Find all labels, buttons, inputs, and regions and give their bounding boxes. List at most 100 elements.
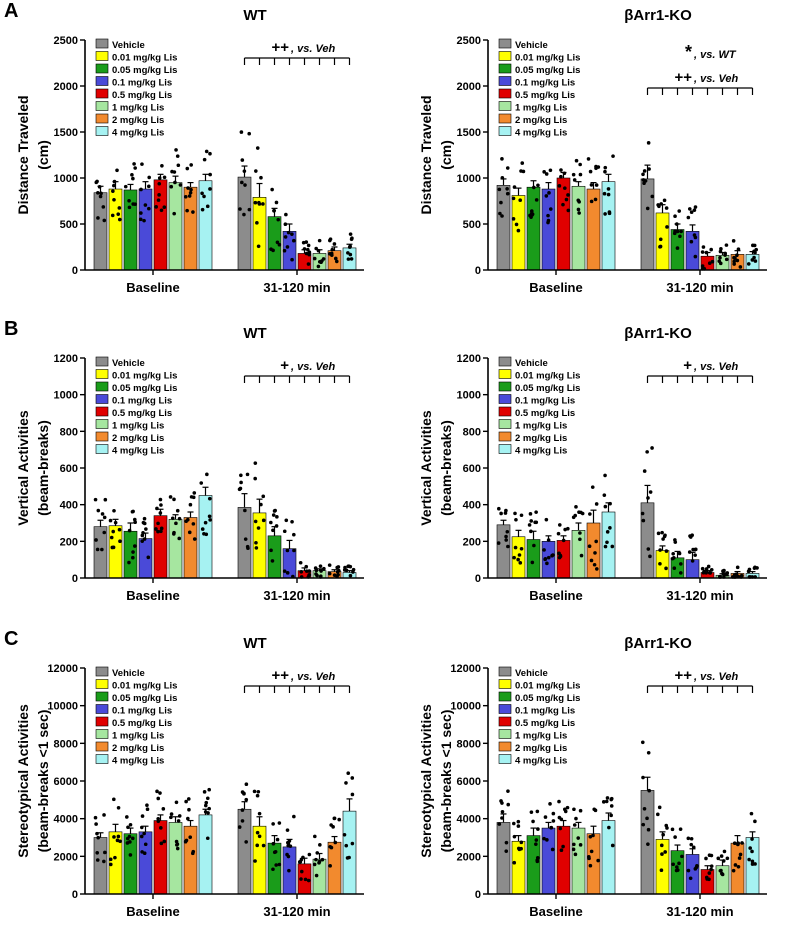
data-point: [574, 158, 579, 163]
data-point: [159, 841, 164, 846]
data-point: [576, 836, 581, 840]
data-point: [330, 253, 334, 257]
legend-label: 0.01 mg/kg Lis: [515, 53, 580, 64]
legend-swatch: [498, 381, 512, 392]
data-point: [115, 838, 120, 843]
data-point: [346, 251, 350, 255]
data-point: [314, 246, 318, 251]
data-point: [578, 808, 583, 813]
data-point: [159, 826, 163, 830]
x-tick-label: Baseline: [529, 904, 582, 919]
data-point: [496, 541, 501, 545]
bar: [93, 526, 108, 579]
data-point: [103, 850, 107, 855]
data-point: [187, 807, 191, 812]
data-point: [170, 169, 174, 174]
data-point: [102, 218, 107, 223]
data-point: [347, 245, 352, 249]
data-point: [606, 192, 611, 197]
legend-swatch: [95, 76, 109, 86]
data-point: [735, 253, 739, 258]
data-point: [335, 565, 339, 570]
data-point: [532, 543, 536, 548]
data-point: [94, 822, 98, 826]
data-point: [648, 554, 652, 559]
data-point: [157, 181, 162, 186]
legend-label: 1 mg/kg Lis: [515, 731, 567, 742]
data-point: [142, 831, 146, 836]
data-point: [95, 858, 100, 862]
data-point: [158, 497, 163, 502]
y-tick-label: 6000: [457, 776, 481, 788]
data-point: [156, 529, 160, 534]
data-point: [138, 217, 143, 222]
significance-annotation: *, vs. WT: [685, 42, 737, 62]
significance-symbol: *: [685, 42, 692, 62]
bar: [640, 790, 655, 895]
chart-b-ko: βArr1-KO Vertical Activities (beam-breaks)…: [418, 325, 767, 603]
data-point: [275, 515, 279, 519]
data-point: [299, 877, 303, 881]
data-point: [693, 205, 698, 209]
data-point: [200, 191, 204, 196]
data-point: [203, 520, 208, 525]
data-point: [499, 511, 503, 516]
data-point: [292, 548, 296, 553]
data-point: [574, 816, 578, 821]
data-point: [350, 841, 355, 846]
data-point: [327, 563, 332, 567]
data-point: [535, 859, 540, 864]
data-point: [245, 472, 250, 477]
bar: [655, 550, 670, 579]
data-point: [132, 517, 137, 522]
data-point: [548, 168, 553, 173]
data-point: [605, 540, 609, 545]
data-point: [658, 237, 663, 242]
data-point: [205, 204, 210, 209]
data-point: [534, 842, 538, 846]
data-point: [108, 857, 113, 862]
data-point: [142, 516, 147, 521]
significance-annotation: +, vs. Veh: [243, 357, 351, 383]
data-point: [204, 800, 209, 805]
legend-label: 4 mg/kg Lis: [112, 128, 164, 139]
data-point: [692, 208, 697, 212]
data-point: [707, 570, 712, 575]
data-point: [677, 209, 682, 213]
data-point: [642, 806, 647, 811]
data-point: [753, 250, 757, 255]
data-point: [269, 548, 273, 553]
data-point: [548, 207, 553, 211]
data-point: [559, 817, 564, 822]
data-point: [589, 183, 594, 187]
legend-label: Vehicle: [112, 358, 145, 369]
data-point: [253, 519, 258, 524]
legend-swatch: [95, 729, 109, 739]
data-point: [535, 856, 540, 860]
data-point: [188, 502, 193, 507]
data-point: [661, 832, 665, 837]
data-point: [332, 573, 337, 577]
data-point: [610, 843, 615, 848]
y-tick-label: 0: [475, 265, 481, 277]
data-point: [349, 257, 354, 261]
data-point: [588, 863, 593, 868]
data-point: [511, 217, 516, 221]
data-point: [594, 502, 599, 506]
data-point: [700, 250, 705, 254]
data-point: [142, 218, 146, 223]
data-point: [272, 509, 277, 513]
legend-label: 0.05 mg/kg Lis: [515, 65, 580, 76]
data-point: [723, 251, 728, 256]
y-tick-label: 2500: [457, 35, 481, 47]
y-tick-label: 1500: [54, 127, 78, 139]
data-point: [299, 869, 304, 874]
data-point: [274, 200, 279, 205]
data-point: [346, 771, 351, 776]
data-point: [176, 819, 181, 823]
data-point: [178, 183, 183, 187]
data-point: [259, 175, 263, 180]
data-point: [497, 187, 502, 192]
legend-swatch: [498, 126, 512, 136]
data-point: [693, 254, 698, 259]
